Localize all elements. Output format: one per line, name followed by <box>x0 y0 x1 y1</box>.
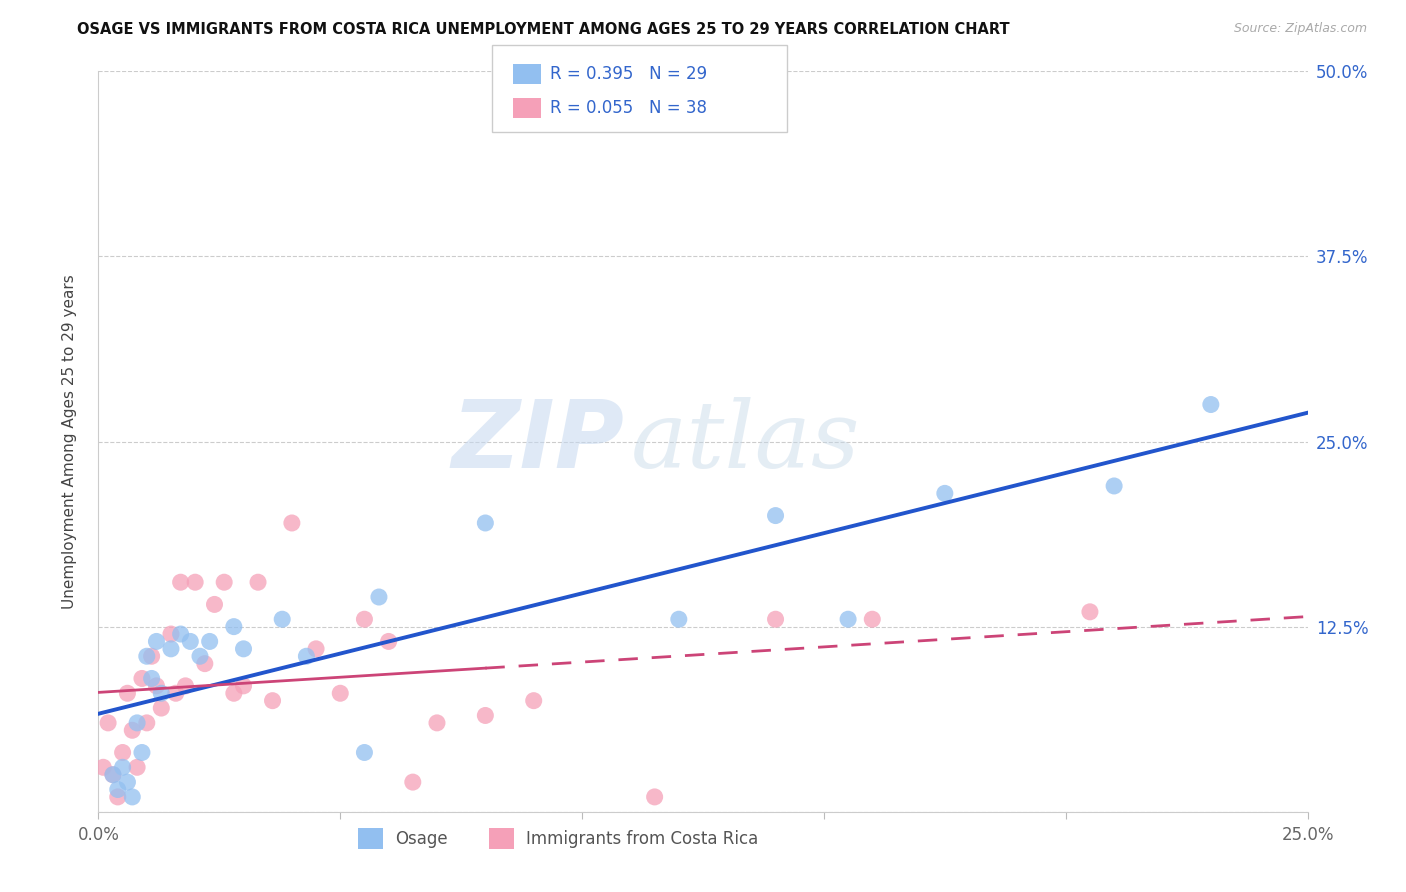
Text: atlas: atlas <box>630 397 860 486</box>
Point <box>523 694 546 708</box>
Point <box>271 612 294 626</box>
Point <box>160 641 183 656</box>
Point <box>765 508 787 523</box>
Point <box>247 575 270 590</box>
Point <box>145 634 167 648</box>
Point <box>329 686 352 700</box>
Text: OSAGE VS IMMIGRANTS FROM COSTA RICA UNEMPLOYMENT AMONG AGES 25 TO 29 YEARS CORRE: OSAGE VS IMMIGRANTS FROM COSTA RICA UNEM… <box>77 22 1010 37</box>
Point <box>97 715 120 730</box>
Point <box>426 715 449 730</box>
Point <box>165 686 187 700</box>
Text: ZIP: ZIP <box>451 395 624 488</box>
Point <box>644 789 666 804</box>
Point <box>262 694 284 708</box>
Point <box>837 612 859 626</box>
Point <box>150 701 173 715</box>
Point <box>141 672 163 686</box>
Point <box>135 649 157 664</box>
Point <box>198 634 221 648</box>
Point <box>131 746 153 760</box>
Point <box>111 760 134 774</box>
Point <box>765 612 787 626</box>
Point <box>160 627 183 641</box>
Legend: Osage, Immigrants from Costa Rica: Osage, Immigrants from Costa Rica <box>352 822 765 855</box>
Point <box>121 789 143 804</box>
Point <box>353 612 375 626</box>
Point <box>135 715 157 730</box>
Point <box>194 657 217 671</box>
Point <box>141 649 163 664</box>
Point <box>295 649 318 664</box>
Point <box>107 782 129 797</box>
Point <box>860 612 883 626</box>
Text: R = 0.055   N = 38: R = 0.055 N = 38 <box>550 99 707 117</box>
Point <box>145 679 167 693</box>
Point <box>174 679 197 693</box>
Point <box>204 598 226 612</box>
Point <box>184 575 207 590</box>
Point <box>934 486 956 500</box>
Point <box>107 789 129 804</box>
Point <box>668 612 690 626</box>
Text: R = 0.395   N = 29: R = 0.395 N = 29 <box>550 65 707 83</box>
Point <box>131 672 153 686</box>
Point <box>127 715 149 730</box>
Point <box>188 649 211 664</box>
Point <box>474 708 496 723</box>
Point <box>1199 398 1222 412</box>
Point <box>179 634 201 648</box>
Point <box>117 686 139 700</box>
Point <box>169 575 191 590</box>
Point <box>111 746 134 760</box>
Point <box>1078 605 1101 619</box>
Text: Source: ZipAtlas.com: Source: ZipAtlas.com <box>1233 22 1367 36</box>
Point <box>305 641 328 656</box>
Point <box>91 760 114 774</box>
Point <box>232 679 254 693</box>
Point <box>121 723 143 738</box>
Point <box>402 775 425 789</box>
Point <box>127 760 149 774</box>
Point <box>212 575 235 590</box>
Point <box>222 619 245 633</box>
Point <box>353 746 375 760</box>
Point <box>474 516 496 530</box>
Point <box>281 516 304 530</box>
Y-axis label: Unemployment Among Ages 25 to 29 years: Unemployment Among Ages 25 to 29 years <box>62 274 77 609</box>
Point <box>101 767 124 781</box>
Point <box>169 627 191 641</box>
Point <box>1102 479 1125 493</box>
Point <box>150 686 173 700</box>
Point <box>101 767 124 781</box>
Point <box>222 686 245 700</box>
Point <box>232 641 254 656</box>
Point <box>368 590 391 604</box>
Point <box>377 634 399 648</box>
Point <box>117 775 139 789</box>
